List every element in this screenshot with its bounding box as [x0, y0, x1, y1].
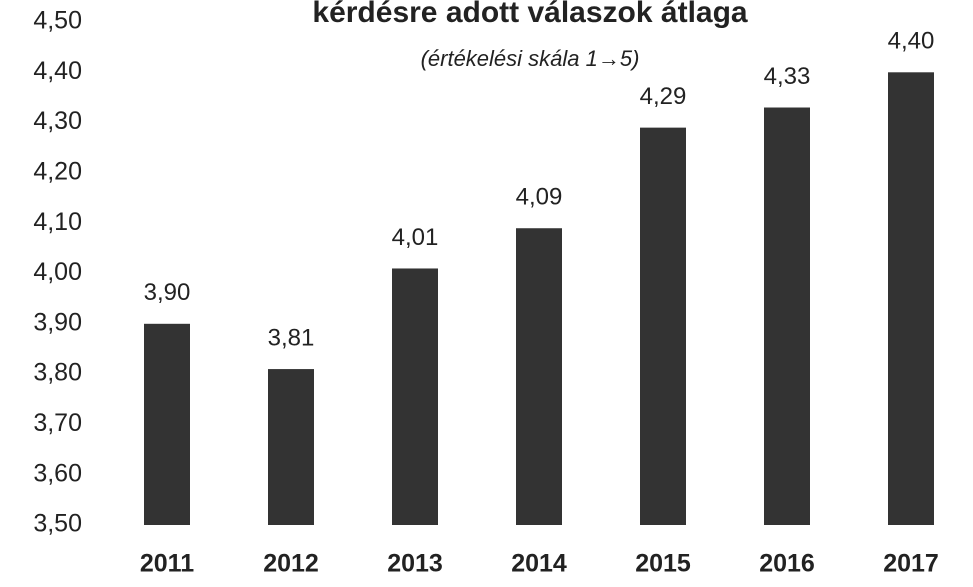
y-tick-label: 4,30	[33, 107, 82, 135]
x-tick-label: 2015	[635, 550, 691, 578]
y-tick-label: 4,40	[33, 57, 82, 85]
y-tick-label: 3,70	[33, 409, 82, 437]
y-tick-label: 3,80	[33, 359, 82, 387]
chart-title: kérdésre adott válaszok átlaga	[312, 0, 748, 29]
value-label: 4,40	[888, 28, 935, 55]
x-tick-label: 2016	[759, 550, 815, 578]
bar	[888, 72, 934, 525]
x-tick-label: 2017	[883, 550, 939, 578]
value-label: 4,09	[516, 184, 563, 211]
bar	[764, 108, 810, 525]
y-tick-label: 3,90	[33, 308, 82, 336]
value-label: 4,01	[392, 224, 439, 251]
x-tick-label: 2013	[387, 550, 443, 578]
bar	[144, 324, 190, 525]
y-tick-label: 3,50	[33, 510, 82, 538]
y-tick-label: 4,00	[33, 258, 82, 286]
value-label: 3,90	[144, 279, 191, 306]
value-label: 4,29	[640, 83, 687, 110]
value-label: 4,33	[764, 63, 811, 90]
x-tick-label: 2011	[140, 550, 194, 578]
chart: kérdésre adott válaszok átlaga (értékelé…	[0, 0, 973, 587]
x-tick-label: 2014	[511, 550, 567, 578]
y-tick-label: 3,60	[33, 459, 82, 487]
y-tick-label: 4,50	[33, 7, 82, 35]
bar	[392, 268, 438, 525]
chart-subtitle: (értékelési skála 1→5)	[421, 46, 640, 71]
y-tick-label: 4,20	[33, 158, 82, 186]
page: kérdésre adott válaszok átlaga (értékelé…	[0, 0, 973, 587]
bar	[516, 228, 562, 525]
x-tick-label: 2012	[263, 550, 319, 578]
bar	[268, 369, 314, 525]
value-label: 3,81	[268, 324, 315, 351]
bar	[640, 128, 686, 525]
y-tick-label: 4,10	[33, 208, 82, 236]
